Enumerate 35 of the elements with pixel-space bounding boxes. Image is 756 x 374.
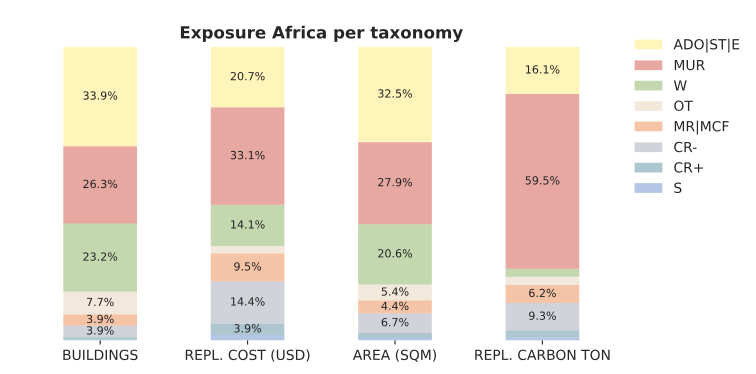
data-label: 3.9%	[234, 324, 262, 333]
x-tick-label: BUILDINGS	[63, 350, 138, 360]
data-label: 16.1%	[526, 65, 560, 74]
legend-label: OT	[674, 100, 693, 112]
data-label: 9.5%	[234, 262, 262, 271]
data-label: 33.1%	[230, 150, 265, 160]
data-label: 3.9%	[86, 314, 114, 324]
x-tick-label: AREA (SQM)	[352, 349, 436, 362]
data-label: 14.4%	[231, 297, 265, 306]
legend-label: MUR	[674, 60, 705, 70]
data-label: 9.3%	[529, 312, 556, 320]
data-label: 20.6%	[378, 249, 412, 258]
data-label: 59.5%	[526, 176, 560, 185]
data-label: 20.7%	[230, 72, 265, 80]
data-label: 32.5%	[378, 89, 412, 98]
chart-title: Exposure Africa per taxonomy	[180, 26, 463, 42]
data-label: 6.7%	[382, 318, 409, 326]
data-label: 23.2%	[83, 252, 118, 261]
data-label: 4.4%	[381, 302, 409, 310]
data-label: 6.2%	[529, 288, 556, 298]
x-tick-label: REPL. COST (USD)	[186, 349, 310, 362]
legend-label: CR+	[674, 162, 703, 173]
legend-label: MR|MCF	[674, 120, 729, 135]
x-tick-label: REPL. CARBON TON	[475, 350, 610, 360]
data-label: 33.9%	[83, 91, 118, 100]
legend-label: CR-	[674, 142, 697, 152]
data-label: 27.9%	[378, 178, 412, 186]
data-label: 7.7%	[86, 298, 114, 306]
data-label: 26.3%	[83, 180, 118, 188]
data-label: 3.9%	[86, 326, 114, 335]
legend-label: W	[674, 80, 687, 90]
data-label: 14.1%	[231, 220, 265, 229]
data-label: 5.4%	[382, 287, 409, 296]
legend-label: ADO|ST|E	[674, 38, 740, 53]
legend-label: S	[674, 182, 682, 194]
